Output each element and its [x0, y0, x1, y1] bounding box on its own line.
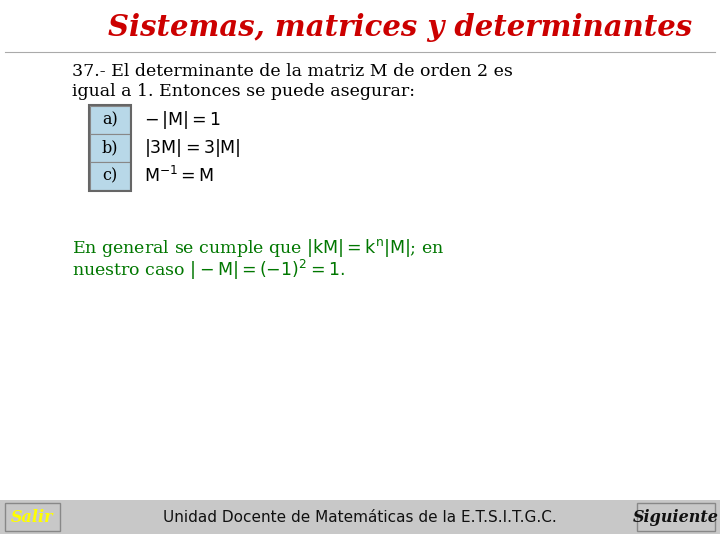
Text: Unidad Docente de Matemáticas de la E.T.S.I.T.G.C.: Unidad Docente de Matemáticas de la E.T.… [163, 510, 557, 524]
Text: Sistemas, matrices y determinantes: Sistemas, matrices y determinantes [108, 14, 692, 43]
Text: c): c) [102, 167, 117, 185]
Bar [637, 503, 715, 531]
Bar [5, 503, 60, 531]
Text: nuestro caso $|-\mathrm{M}|=(-1)^{2}=1.$: nuestro caso $|-\mathrm{M}|=(-1)^{2}=1.$ [72, 258, 345, 282]
Text: $|3\mathrm{M}|=3|\mathrm{M}|$: $|3\mathrm{M}|=3|\mathrm{M}|$ [144, 137, 240, 159]
Text: Salir: Salir [12, 509, 54, 525]
Bar [90, 106, 130, 134]
Text: 37.- El determinante de la matriz M de orden 2 es: 37.- El determinante de la matriz M de o… [72, 64, 513, 80]
Text: $\mathrm{M}^{-1}=\mathrm{M}$: $\mathrm{M}^{-1}=\mathrm{M}$ [144, 166, 215, 186]
Text: b): b) [102, 139, 118, 157]
Bar [2, 2, 64, 54]
Bar [0, 500, 720, 534]
Bar [89, 105, 131, 191]
Text: $-\,|\mathrm{M}|=1$: $-\,|\mathrm{M}|=1$ [144, 109, 221, 131]
Bar [90, 162, 130, 190]
Text: Siguiente: Siguiente [633, 509, 719, 525]
Text: a): a) [102, 111, 118, 129]
Text: En general se cumple que $|\mathrm{kM}|=\mathrm{k}^{\mathrm{n}}|\mathrm{M}|$; en: En general se cumple que $|\mathrm{kM}|=… [72, 237, 444, 259]
Text: igual a 1. Entonces se puede asegurar:: igual a 1. Entonces se puede asegurar: [72, 83, 415, 99]
Bar [656, 2, 718, 54]
Bar [90, 134, 130, 162]
